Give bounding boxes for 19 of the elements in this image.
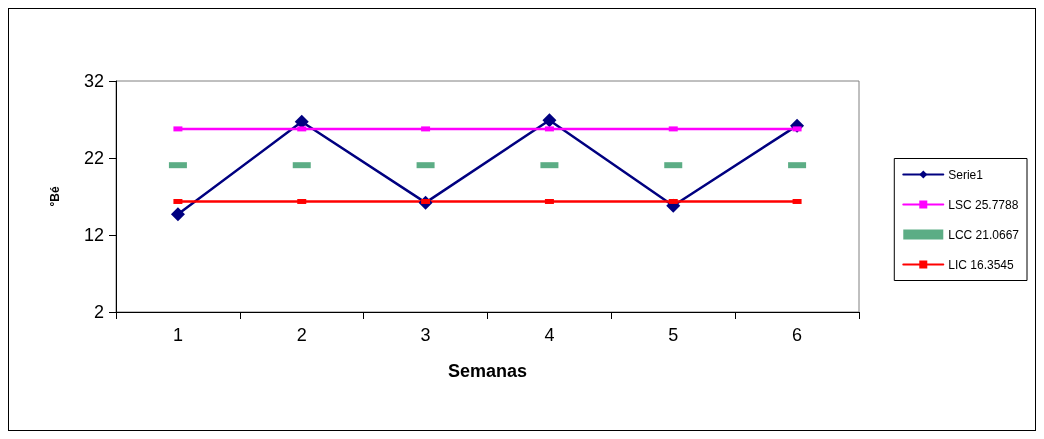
y-tick-label: 2 [93,302,104,322]
legend-label: LIC 16.3545 [948,257,1014,272]
y-tick-label: 22 [83,148,104,168]
point [170,207,185,222]
y-axis-title: °Bé [48,186,62,207]
x-axis-title: Semanas [447,361,528,381]
x-tick-label: 4 [544,325,555,345]
x-tick-label: 2 [296,325,307,345]
legend-label: LCC 21.0667 [948,227,1020,242]
x-tick-label: 6 [792,325,803,345]
x-tick-label: 3 [420,325,431,345]
x-tick-label: 1 [172,325,183,345]
x-tick-label: 5 [668,325,679,345]
legend-label: Serie1 [948,167,984,182]
y-tick-label: 12 [83,225,104,245]
legend-label: LSC 25.7788 [948,197,1019,212]
point [294,114,309,129]
point [542,113,557,128]
y-tick-label: 32 [83,71,104,91]
